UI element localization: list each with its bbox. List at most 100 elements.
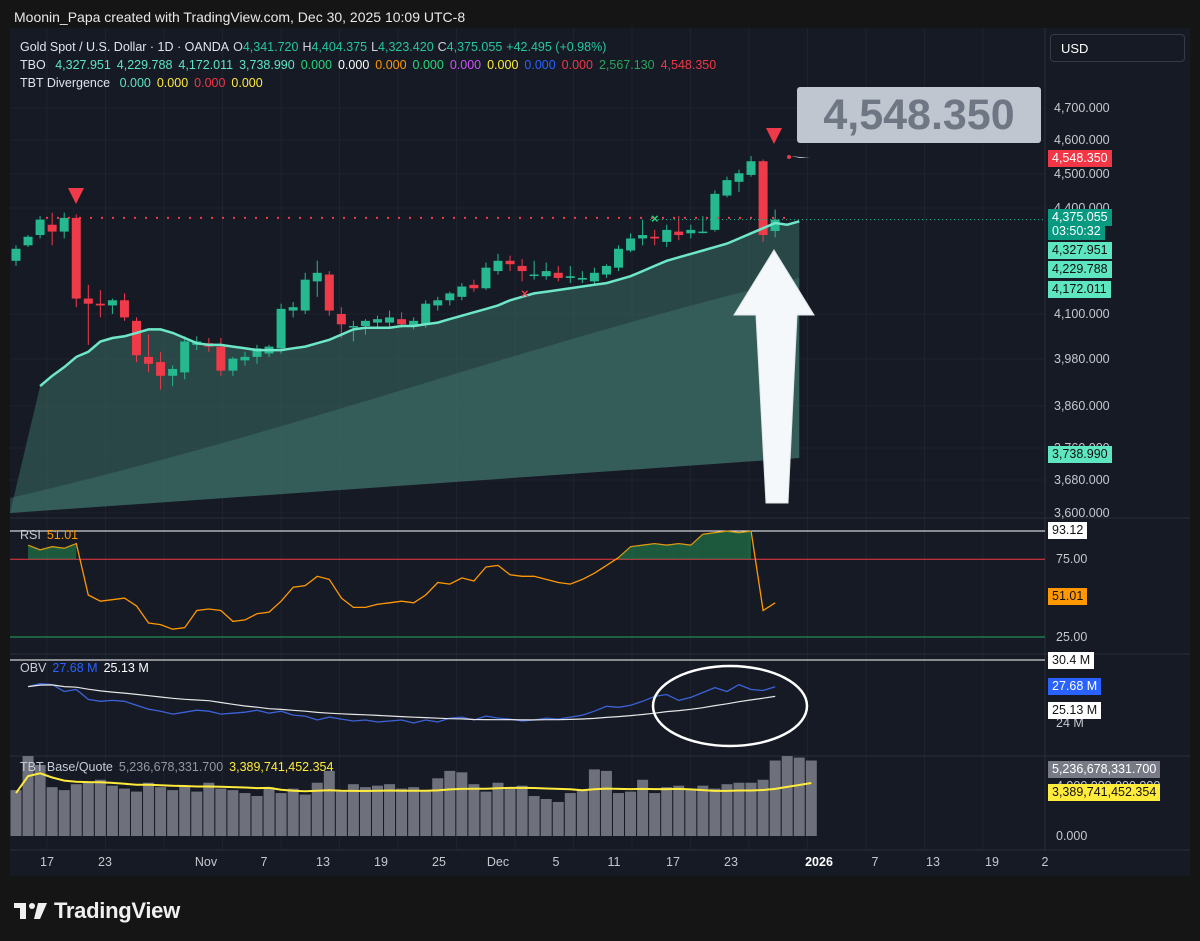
candle-body — [59, 217, 69, 232]
basequote-bar — [745, 782, 757, 836]
basequote-bar — [287, 788, 299, 836]
rsi-legend[interactable]: RSI 51.01 — [20, 528, 84, 542]
basequote-bar — [564, 793, 576, 836]
low-label: L — [371, 40, 379, 54]
rsi-overbought-fill — [52, 546, 65, 560]
credit-text: Moonin_Papa created with TradingView.com… — [14, 9, 466, 25]
tbo-value: 4,548.350 — [660, 58, 717, 72]
basequote-bar — [167, 790, 179, 836]
price-axis-tag: 3,738.990 — [1048, 446, 1112, 463]
basequote-bar — [504, 788, 516, 836]
candle-body — [553, 272, 563, 278]
basequote-bar — [516, 785, 528, 836]
candle-body — [614, 248, 623, 268]
candle-body — [23, 236, 33, 246]
up-arrow-annotation — [733, 249, 815, 504]
time-axis-tick: Dec — [487, 855, 509, 869]
candle-body — [638, 235, 648, 239]
obv-value: 27.68 M — [52, 661, 98, 675]
divergence-value: 0.000 — [231, 76, 263, 90]
annotations: ×× — [68, 128, 815, 504]
basequote-bar — [94, 779, 106, 836]
basequote-label[interactable]: TBT Base/Quote — [20, 760, 113, 774]
basequote-bar — [552, 801, 564, 836]
change-value: +42.495 (+0.98%) — [506, 40, 607, 54]
currency-button[interactable]: USD — [1050, 34, 1185, 62]
candle-body — [252, 348, 262, 357]
candle-body — [35, 219, 45, 236]
candle-body — [650, 236, 660, 239]
basequote-bar — [131, 791, 142, 836]
basequote-bar — [528, 796, 540, 836]
tbo-legend[interactable]: TBO 4,327.951 4,229.788 4,172.011 3,738.990… — [20, 58, 722, 72]
basequote-bar — [420, 790, 432, 836]
basequote-bar — [673, 785, 685, 836]
basequote-bar — [384, 784, 396, 836]
rsi-overbought-fill — [726, 531, 739, 560]
basequote-pane — [10, 756, 817, 836]
rsi-overbought-fill — [714, 531, 727, 560]
candle-body — [300, 279, 310, 311]
basequote-bar — [805, 760, 817, 836]
tbo-value: 0.000 — [561, 58, 593, 72]
basequote-bar — [143, 782, 155, 836]
divergence-label[interactable]: TBT Divergence — [20, 76, 111, 90]
candle-body — [119, 300, 129, 318]
candle-body — [469, 284, 479, 289]
high-label: H — [302, 40, 312, 54]
basequote-ma-line — [15, 772, 812, 794]
candle-body — [722, 180, 732, 196]
rsi-pane — [10, 530, 1045, 638]
obv-label[interactable]: OBV — [20, 661, 47, 675]
high-value: 4,404.375 — [311, 40, 368, 54]
time-axis-tick: 7 — [261, 855, 268, 869]
candle-body — [457, 286, 467, 297]
low-value: 4,323.420 — [378, 40, 434, 54]
basequote-bar — [263, 787, 275, 836]
basequote-bar — [649, 793, 661, 836]
top-credit-bar: Moonin_Papa created with TradingView.com… — [0, 0, 1200, 28]
tradingview-logo[interactable]: TradingView — [14, 898, 180, 924]
time-axis-tick: 5 — [553, 855, 560, 869]
price-axis-tag: 4,548.350 — [1048, 150, 1112, 167]
candle-body — [674, 231, 684, 236]
chart-canvas[interactable]: ×× 4,700.0004,600.0004,500.0004,400.0004… — [10, 28, 1190, 876]
rsi-overbought-fill — [702, 532, 715, 560]
symbol-legend[interactable]: Gold Spot / U.S. Dollar · 1D · OANDA O4,3… — [20, 40, 612, 54]
obv-legend[interactable]: OBV 27.68 M 25.13 M — [20, 661, 155, 675]
candle-body — [95, 303, 105, 306]
tbo-value: 0.000 — [449, 58, 482, 72]
price-axis-tick: 4,100.000 — [1054, 307, 1110, 321]
basequote-bar — [179, 785, 191, 836]
x-marker: × — [651, 211, 659, 226]
obv-pane — [10, 659, 1045, 748]
basequote-legend[interactable]: TBT Base/Quote 5,236,678,331.700 3,389,741… — [20, 760, 339, 774]
basequote-bar — [661, 787, 673, 836]
symbol-name[interactable]: Gold Spot / U.S. Dollar · 1D · OANDA — [20, 40, 230, 54]
candle-body — [324, 274, 334, 311]
candle-body — [589, 272, 599, 282]
divergence-legend[interactable]: TBT Divergence 0.000 0.000 0.000 0.000 — [20, 76, 269, 90]
candle-body — [626, 238, 636, 251]
rsi-label[interactable]: RSI — [20, 528, 41, 542]
obv-circle-annotation — [651, 664, 809, 748]
candle-body — [132, 320, 141, 356]
candle-body — [373, 319, 382, 323]
rsi-overbought-fill — [642, 543, 655, 560]
time-axis-tick: 19 — [985, 855, 999, 869]
tbo-value: 4,172.011 — [178, 58, 234, 72]
price-callout-text: 4,548.350 — [823, 91, 1015, 139]
tbo-label[interactable]: TBO — [20, 58, 46, 72]
chart-panel[interactable]: × × 4,700.000 4,600.000 4,500.000 4,400.000 4… — [10, 28, 1190, 876]
price-callout: 4,548.350 — [797, 87, 1041, 143]
divergence-value: 0.000 — [119, 76, 151, 90]
candle-body — [336, 314, 346, 325]
tbo-value: 3,738.990 — [239, 58, 295, 72]
price-axis-tick: 4,700.000 — [1054, 101, 1110, 115]
tbo-value: 0.000 — [524, 58, 556, 72]
rsi-overbought-fill — [64, 543, 77, 560]
candle-body — [481, 267, 491, 289]
basequote-bar — [215, 788, 227, 836]
time-axis-tick: 17 — [40, 855, 54, 869]
basequote-bar — [275, 793, 287, 836]
